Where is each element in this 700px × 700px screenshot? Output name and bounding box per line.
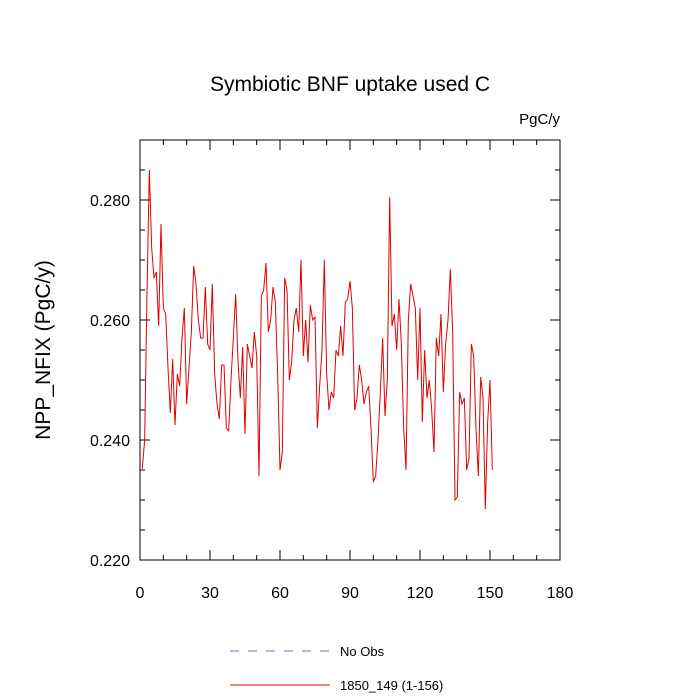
x-tick-label: 120 [407, 585, 434, 602]
series-line [141, 169, 493, 510]
y-tick-label: 0.260 [90, 313, 130, 330]
x-tick-label: 0 [136, 585, 145, 602]
ticks-layer: 0 30 60 90 120 150 180 0.220 0.240 0.260 0.280 [90, 139, 574, 602]
y-axis-label: NPP_NFIX (PgC/y) [32, 260, 55, 440]
x-tick-label: 180 [547, 585, 574, 602]
units-label: PgC/y [519, 111, 560, 128]
y-tick-label: 0.240 [90, 433, 130, 450]
x-tick-label: 90 [341, 585, 359, 602]
series-layer [141, 169, 493, 510]
legend: No Obs 1850_149 (1-156) [230, 644, 443, 693]
x-tick-label: 30 [201, 585, 219, 602]
chart-title: Symbiotic BNF uptake used C [210, 73, 490, 96]
legend-label: 1850_149 (1-156) [340, 678, 443, 693]
y-tick-label: 0.220 [90, 553, 130, 570]
plot-frame [139, 139, 561, 561]
y-tick-label: 0.280 [90, 193, 130, 210]
x-tick-label: 150 [477, 585, 504, 602]
legend-label: No Obs [340, 644, 385, 659]
x-tick-label: 60 [271, 585, 289, 602]
